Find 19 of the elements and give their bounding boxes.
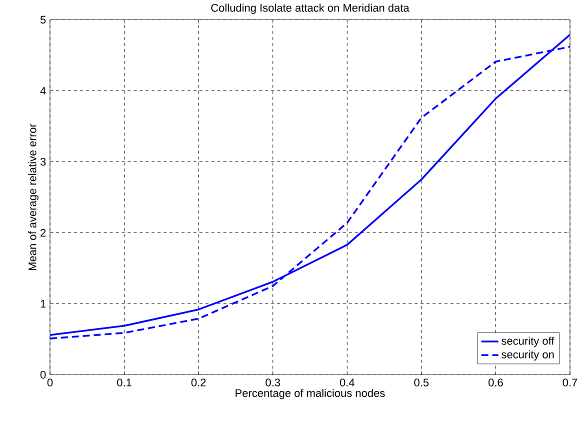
x-tick-label: 0.6 [488,378,503,387]
x-axis-title: Percentage of malicious nodes [236,389,385,400]
chart-title: Colluding Isolate attack on Meridian data [211,4,410,14]
x-tick-label: 0.4 [340,378,354,387]
x-tick-label: 0.3 [266,378,280,387]
y-tick-label: 0 [40,370,46,379]
x-tick-label: 0.1 [117,378,132,387]
y-tick-label: 4 [40,87,46,95]
x-tick-label: 0.2 [191,378,206,387]
y-tick-label: 2 [40,229,46,237]
x-tick-label: 0.5 [414,378,429,387]
y-tick-label: 3 [40,158,46,166]
x-tick-label: 0 [47,378,53,387]
x-tick-label: 0.7 [562,378,578,387]
y-tick-label: 1 [40,300,46,308]
y-tick-label: 5 [40,16,46,24]
legend-label: security on [502,350,554,361]
y-axis-title: Mean of average relative error [28,124,38,270]
legend-label: security off [502,336,554,348]
